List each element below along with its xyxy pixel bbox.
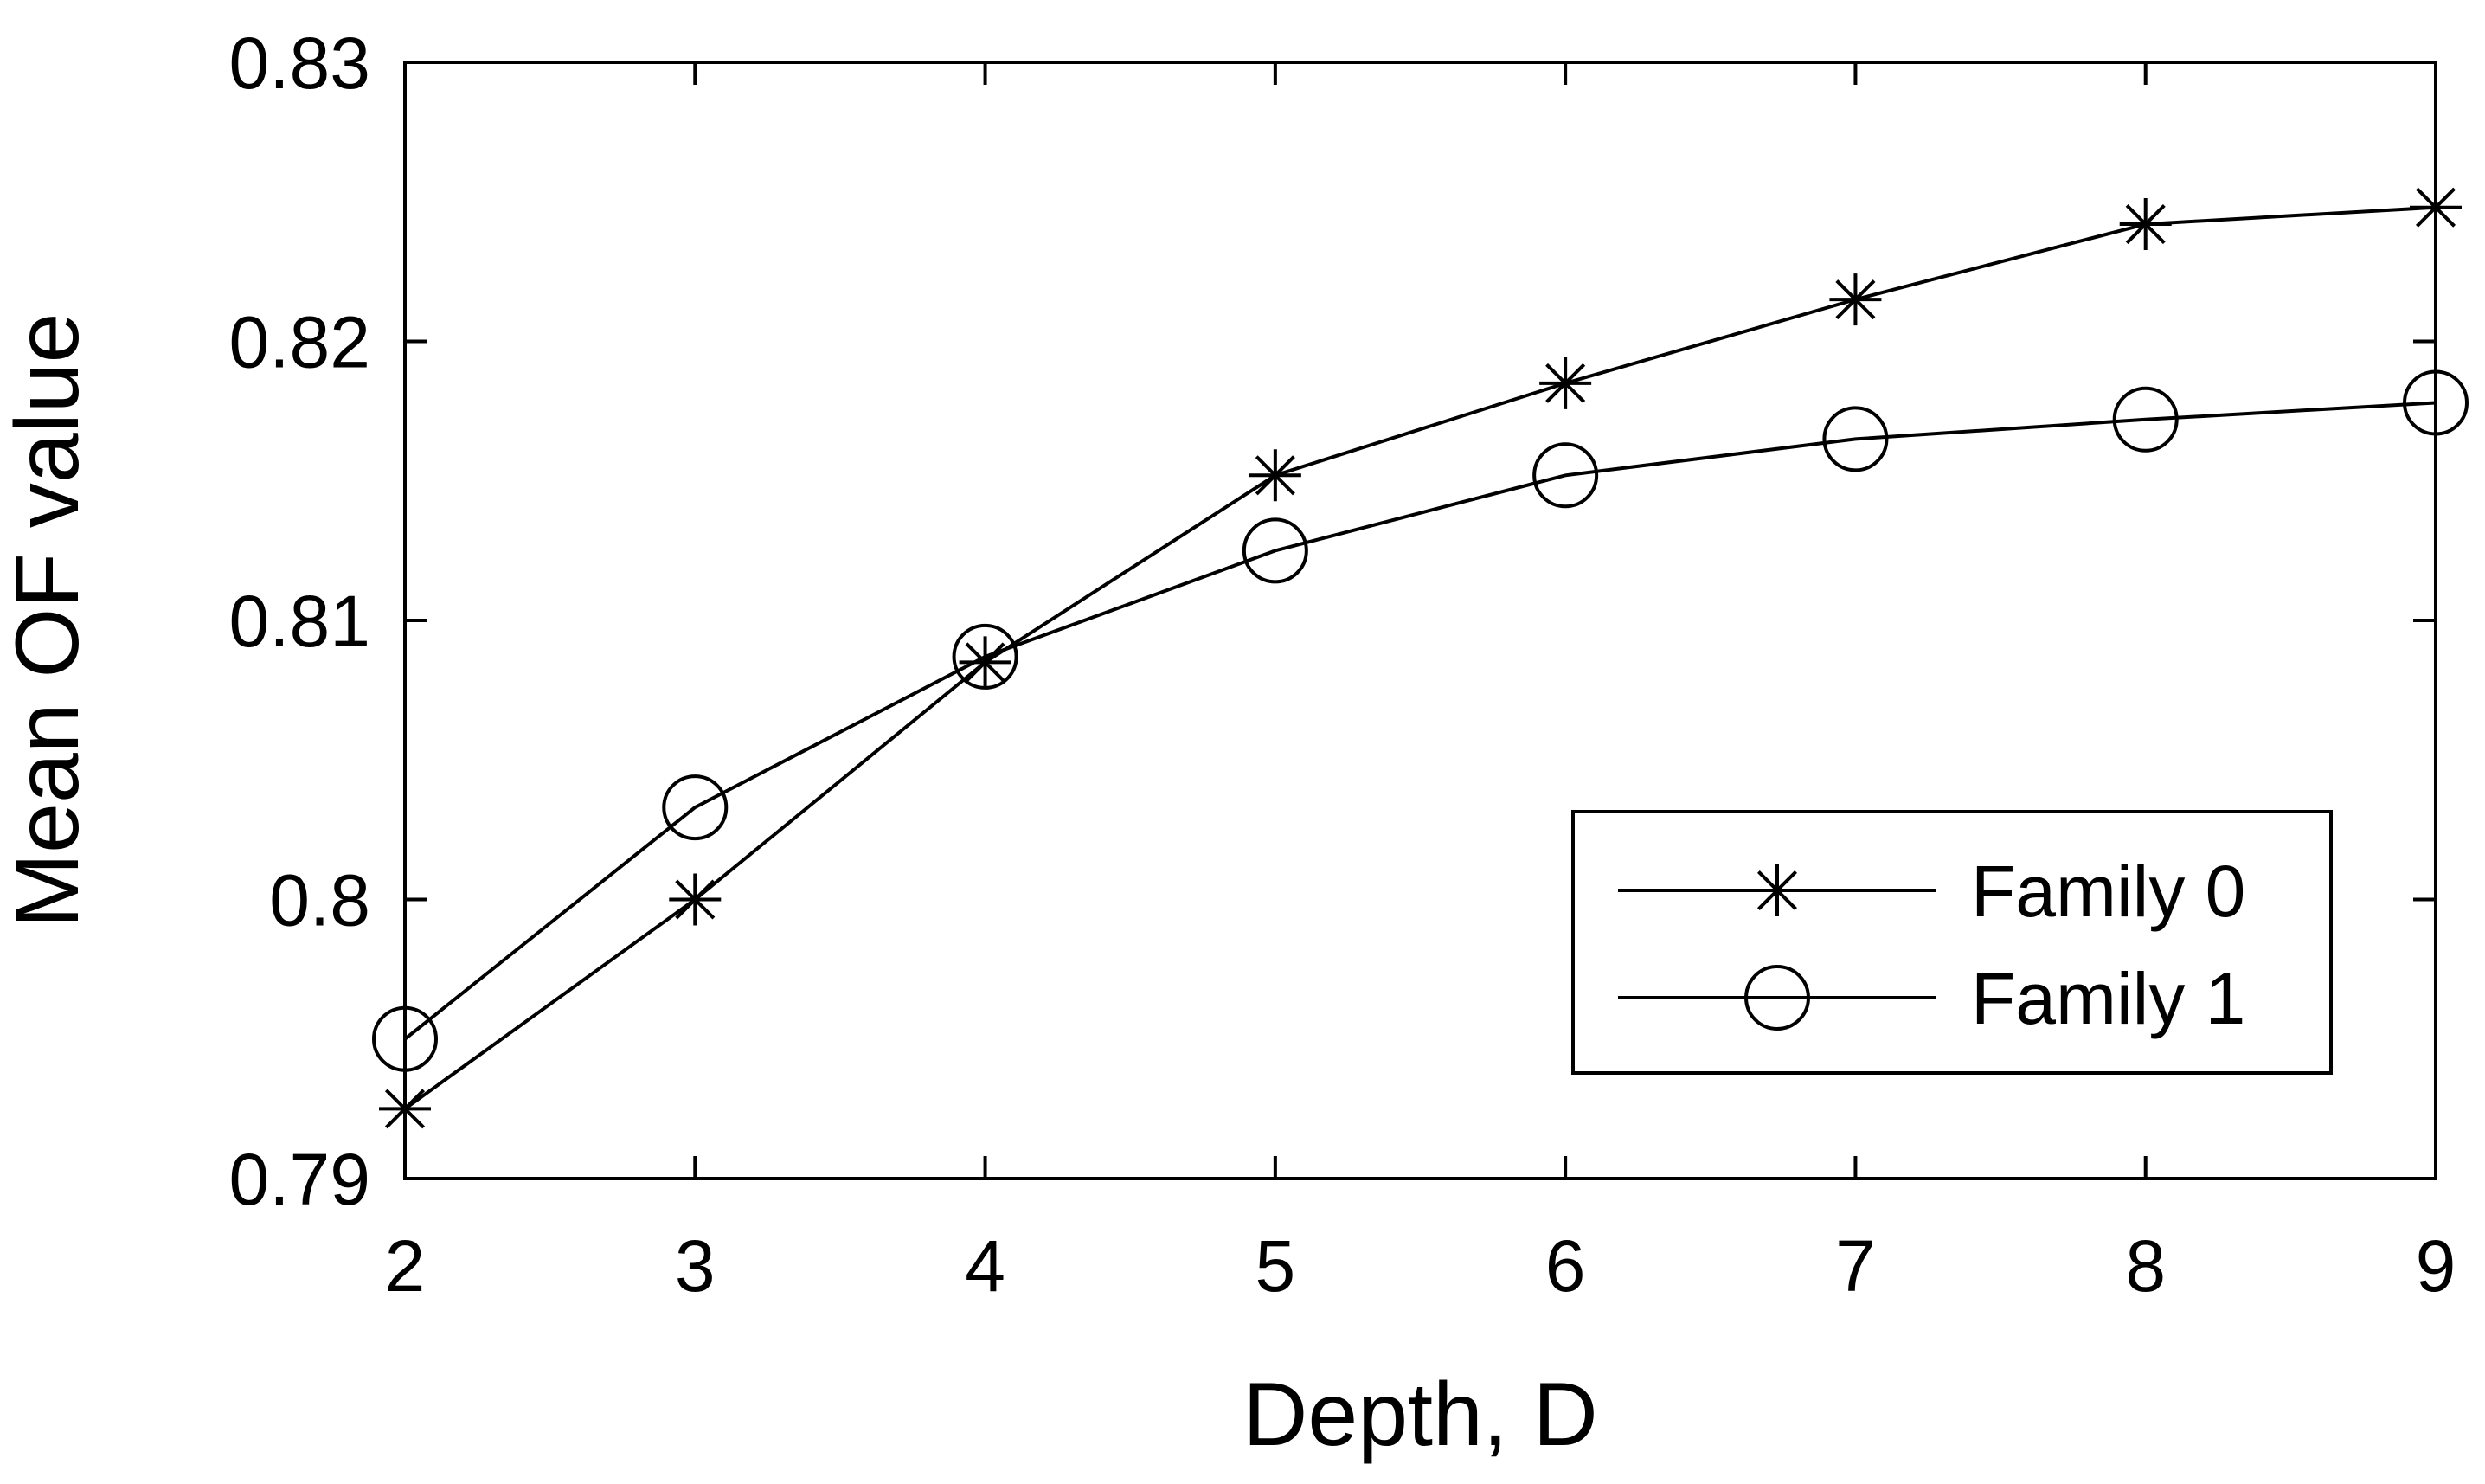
series-0-line (403, 205, 2437, 1110)
series-1-point (1532, 442, 1599, 509)
y-tick-label: 0.83 (229, 22, 371, 104)
series-0-point (959, 636, 1011, 689)
y-tick-label: 0.81 (229, 581, 371, 662)
series-0-point (1539, 357, 1592, 409)
y-tick-label: 0.82 (229, 302, 371, 383)
x-tick-label: 4 (965, 1225, 1005, 1307)
x-tick-label: 6 (1545, 1225, 1586, 1307)
legend-label: Family 1 (1971, 958, 2245, 1039)
legend-label: Family 0 (1971, 851, 2245, 932)
series-0-point (1829, 273, 1882, 326)
series-1-line (403, 401, 2437, 1041)
tick-labels: 2 3 4 5 6 7 8 9 0.79 0.8 0.81 0.82 0.83 (229, 22, 2456, 1307)
x-tick-label: 2 (385, 1225, 426, 1307)
legend-marker (1744, 965, 1810, 1031)
series-1-point (2112, 386, 2179, 453)
legend-marker (1751, 864, 1803, 916)
plot-frame (403, 61, 2437, 1180)
series-group (372, 181, 2469, 1135)
x-tick-label: 7 (1835, 1225, 1876, 1307)
x-tick-label: 8 (2125, 1225, 2166, 1307)
series-0-point (2119, 198, 2172, 251)
x-tick-label: 5 (1255, 1225, 1295, 1307)
series-1-point (662, 774, 729, 841)
series-1-point (1242, 517, 1308, 584)
x-axis-title: Depth, D (1242, 1365, 1597, 1465)
series-0-point (669, 873, 722, 926)
series-0-point (1249, 449, 1301, 502)
series-1-point (1822, 406, 1889, 472)
y-tick-label: 0.8 (269, 860, 370, 941)
legend: Family 0 Family 1 (1571, 810, 2333, 1075)
x-tick-label: 9 (2416, 1225, 2456, 1307)
x-tick-label: 3 (675, 1225, 716, 1307)
y-axis-title: Mean OF value (0, 313, 98, 928)
y-tick-label: 0.79 (229, 1139, 371, 1220)
legend-box (1571, 810, 2333, 1075)
series-1-point (952, 623, 1018, 690)
